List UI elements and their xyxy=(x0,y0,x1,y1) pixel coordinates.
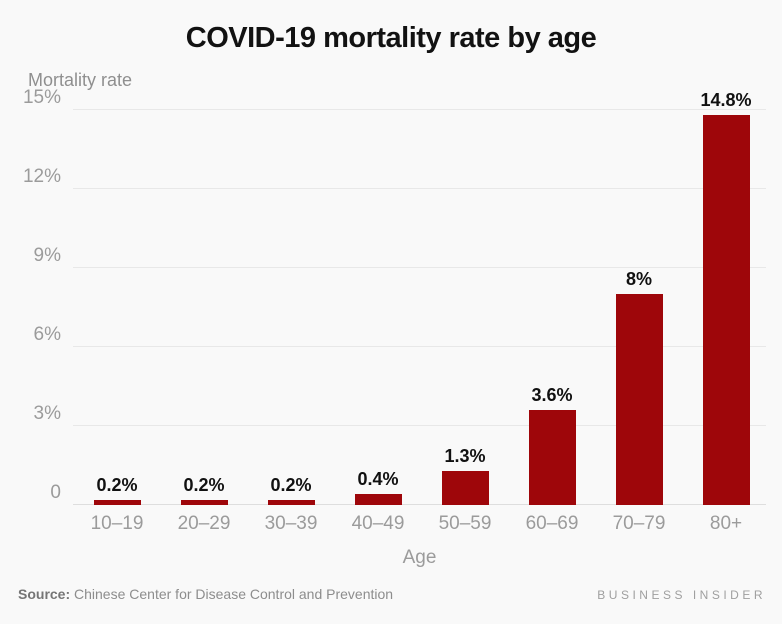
bar xyxy=(180,500,228,505)
bar xyxy=(354,494,402,505)
bar-value-label: 14.8% xyxy=(700,90,752,110)
bar-value-label: 0.2% xyxy=(183,475,225,495)
gridline xyxy=(73,425,766,426)
gridline xyxy=(73,346,766,347)
x-tick-label: 20–29 xyxy=(177,513,231,534)
x-tick-label: 60–69 xyxy=(525,513,579,534)
gridline xyxy=(73,109,766,110)
brand-logo: BUSINESS INSIDER xyxy=(597,588,766,602)
bar xyxy=(267,500,315,505)
x-tick-label: 30–39 xyxy=(264,513,318,534)
bar-value-label: 0.4% xyxy=(357,469,399,489)
bar-value-label: 0.2% xyxy=(270,475,312,495)
bar-value-label: 8% xyxy=(625,269,653,289)
y-tick-label: 12% xyxy=(22,166,61,187)
y-tick-label: 15% xyxy=(22,87,61,108)
x-tick-label: 70–79 xyxy=(612,513,666,534)
x-tick-label: 80+ xyxy=(709,513,743,534)
y-tick-label: 3% xyxy=(33,403,61,424)
bar-value-label: 0.2% xyxy=(96,475,138,495)
gridline xyxy=(73,267,766,268)
x-tick-label: 40–49 xyxy=(351,513,405,534)
plot-area: 0 3% 6% 9% 12% 15% 0.2% 10–19 0.2% 20–29 0.2% 30–39… xyxy=(23,87,766,568)
bar xyxy=(441,471,489,505)
source-line: Source: Chinese Center for Disease Contr… xyxy=(18,586,393,602)
y-tick-label: 9% xyxy=(33,245,61,266)
bar-value-label: 3.6% xyxy=(531,385,573,405)
y-tick-label: 6% xyxy=(33,324,61,345)
source-label: Source: xyxy=(18,586,71,602)
gridline xyxy=(73,188,766,189)
bar xyxy=(702,115,750,505)
y-axis-label: Mortality rate xyxy=(28,70,133,90)
x-tick-label: 10–19 xyxy=(90,513,144,534)
bar xyxy=(615,294,663,505)
bar-value-label: 1.3% xyxy=(444,446,486,466)
y-tick-label: 0 xyxy=(50,482,61,503)
x-axis-label: Age xyxy=(402,547,437,568)
bar xyxy=(528,410,576,505)
x-tick-label: 50–59 xyxy=(438,513,492,534)
chart-title: COVID-19 mortality rate by age xyxy=(185,22,597,54)
gridline xyxy=(73,504,766,505)
source-text: Chinese Center for Disease Control and P… xyxy=(70,586,394,602)
bar xyxy=(93,500,141,505)
